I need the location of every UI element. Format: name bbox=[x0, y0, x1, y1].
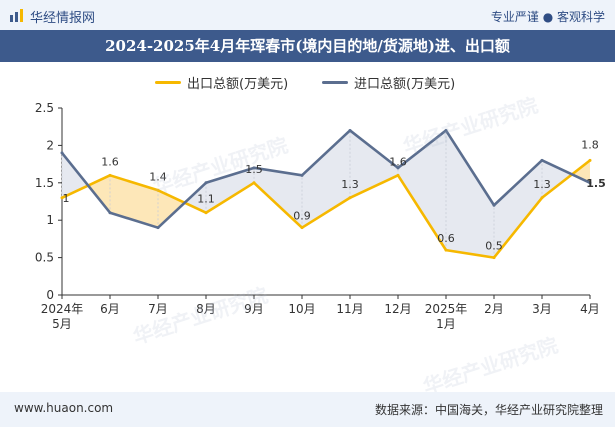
header-bar: 华经情报网 专业严谨 ● 客观科学 bbox=[0, 0, 615, 30]
legend-label-import: 进口总额(万美元) bbox=[354, 76, 456, 92]
legend-item-import: 进口总额(万美元) bbox=[322, 72, 455, 92]
data-point-export bbox=[540, 196, 544, 200]
area-between-series bbox=[542, 160, 572, 198]
area-between-series bbox=[158, 190, 185, 228]
chart-title: 2024-2025年4月年珲春市(境内目的地/货源地)进、出口额 bbox=[105, 37, 510, 55]
area-between-series bbox=[350, 130, 398, 198]
area-between-series bbox=[572, 160, 590, 183]
legend-item-export: 出口总额(万美元) bbox=[155, 72, 288, 92]
series-line-import bbox=[60, 129, 591, 229]
data-point-export bbox=[588, 158, 592, 162]
data-point-import bbox=[540, 158, 544, 162]
data-label-import: 1.5 bbox=[586, 177, 606, 190]
tagline: 专业严谨 ● 客观科学 bbox=[490, 10, 605, 24]
title-bar: 2024-2025年4月年珲春市(境内目的地/货源地)进、出口额 bbox=[0, 30, 615, 62]
area-between-series bbox=[206, 167, 254, 213]
data-point-export bbox=[348, 196, 352, 200]
data-label-export: 1 bbox=[63, 192, 70, 205]
data-label-export: 1.3 bbox=[341, 178, 359, 191]
data-label-export: 1.4 bbox=[149, 170, 167, 183]
area-between-series bbox=[398, 130, 446, 251]
data-label-export: 1.6 bbox=[101, 155, 119, 168]
x-tick-label: 11月 bbox=[336, 302, 363, 316]
legend-swatch-export bbox=[155, 80, 181, 84]
x-tick-label: 2025年 1月 bbox=[425, 302, 468, 331]
y-tick-label: 0.5 bbox=[35, 251, 54, 265]
data-point-export bbox=[156, 188, 160, 192]
x-tick-label: 2024年 5月 bbox=[41, 302, 84, 331]
x-tick-label: 3月 bbox=[532, 302, 552, 316]
data-source: 数据来源：中国海关，华经产业研究院整理 bbox=[374, 403, 603, 417]
data-point-import bbox=[588, 181, 592, 185]
data-label-export: 1.1 bbox=[197, 193, 215, 206]
series-line-export bbox=[61, 159, 591, 259]
data-point-import bbox=[108, 211, 112, 215]
data-point-import bbox=[252, 166, 256, 170]
data-point-export bbox=[60, 196, 64, 200]
data-point-export bbox=[252, 181, 256, 185]
data-label-export: 1.3 bbox=[533, 178, 551, 191]
x-tick-label: 8月 bbox=[196, 302, 216, 316]
data-point-import bbox=[204, 181, 208, 185]
legend-label-export: 出口总额(万美元) bbox=[187, 76, 289, 92]
data-point-export bbox=[444, 248, 448, 252]
area-between-series bbox=[494, 160, 542, 258]
data-point-export bbox=[396, 173, 400, 177]
data-point-export bbox=[204, 211, 208, 215]
area-between-series bbox=[110, 175, 158, 228]
x-tick-label: 6月 bbox=[100, 302, 120, 316]
y-tick-label: 2.5 bbox=[35, 101, 54, 115]
data-point-export bbox=[492, 256, 496, 260]
area-between-series bbox=[62, 152, 89, 198]
data-point-import bbox=[60, 151, 64, 155]
data-point-export bbox=[108, 173, 112, 177]
brand-name: 华经情报网 bbox=[30, 11, 96, 26]
footer-bar: www.huaon.com 数据来源：中国海关，华经产业研究院整理 bbox=[0, 392, 615, 427]
y-tick-label: 2 bbox=[46, 138, 54, 152]
data-label-export: 0.6 bbox=[437, 232, 455, 245]
data-point-export bbox=[300, 226, 304, 230]
x-tick-label: 7月 bbox=[148, 302, 168, 316]
data-point-import bbox=[444, 128, 448, 132]
area-between-series bbox=[88, 175, 110, 213]
website-link[interactable]: www.huaon.com bbox=[14, 401, 114, 415]
data-label-export: 1.8 bbox=[581, 138, 599, 151]
area-between-series bbox=[302, 130, 350, 228]
y-tick-label: 1.5 bbox=[35, 176, 54, 190]
data-point-import bbox=[300, 173, 304, 177]
data-label-export: 1.5 bbox=[245, 163, 263, 176]
data-label-export: 0.9 bbox=[293, 210, 311, 223]
data-point-import bbox=[156, 226, 160, 230]
area-between-series bbox=[254, 167, 302, 228]
x-tick-label: 9月 bbox=[244, 302, 264, 316]
data-point-import bbox=[348, 128, 352, 132]
legend-swatch-import bbox=[322, 80, 348, 84]
x-tick-label: 4月 bbox=[580, 302, 600, 316]
data-point-import bbox=[396, 166, 400, 170]
x-tick-label: 12月 bbox=[384, 302, 411, 316]
legend: 出口总额(万美元) 进口总额(万美元) bbox=[0, 72, 615, 92]
area-between-series bbox=[446, 130, 494, 258]
x-tick-label: 2月 bbox=[484, 302, 504, 316]
data-label-export: 1.6 bbox=[389, 155, 407, 168]
logo-icon bbox=[10, 9, 23, 22]
data-point-import bbox=[492, 203, 496, 207]
y-tick-label: 0 bbox=[46, 288, 54, 302]
data-label-export: 0.5 bbox=[485, 240, 503, 253]
y-tick-label: 1 bbox=[46, 213, 54, 227]
x-tick-label: 10月 bbox=[288, 302, 315, 316]
line-chart: 0 0.5 1 1.5 2 2.5 1 1.6 1.4 1.1 1.5 0.9 1.3 1.6 0.6 0.5… bbox=[35, 101, 606, 331]
